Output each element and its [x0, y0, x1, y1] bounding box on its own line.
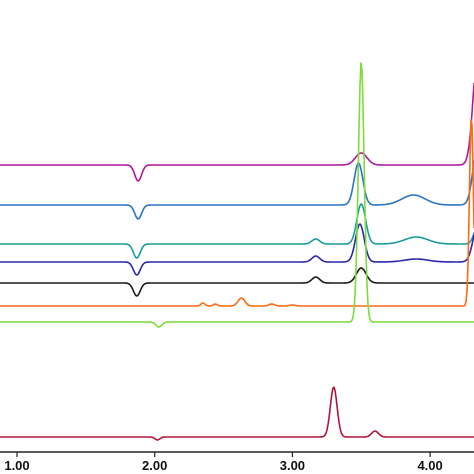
series-line-4: [0, 223, 474, 276]
series-line-6: [0, 119, 474, 307]
series-line-5: [0, 267, 474, 297]
x-tick-label: 1.00: [4, 458, 29, 473]
x-tick-label: 2.00: [142, 458, 167, 473]
series-line-8: [0, 386, 474, 441]
series-line-2: [0, 160, 474, 220]
x-tick-label: 3.00: [280, 458, 305, 473]
series-line-3: [0, 203, 474, 259]
x-axis-ticks: 1.00 2.00 3.00 4.00: [4, 452, 443, 473]
x-tick-label: 4.00: [417, 458, 442, 473]
series-line-7: [0, 62, 474, 328]
series-line-1: [0, 82, 474, 182]
traces-group: [0, 62, 474, 441]
